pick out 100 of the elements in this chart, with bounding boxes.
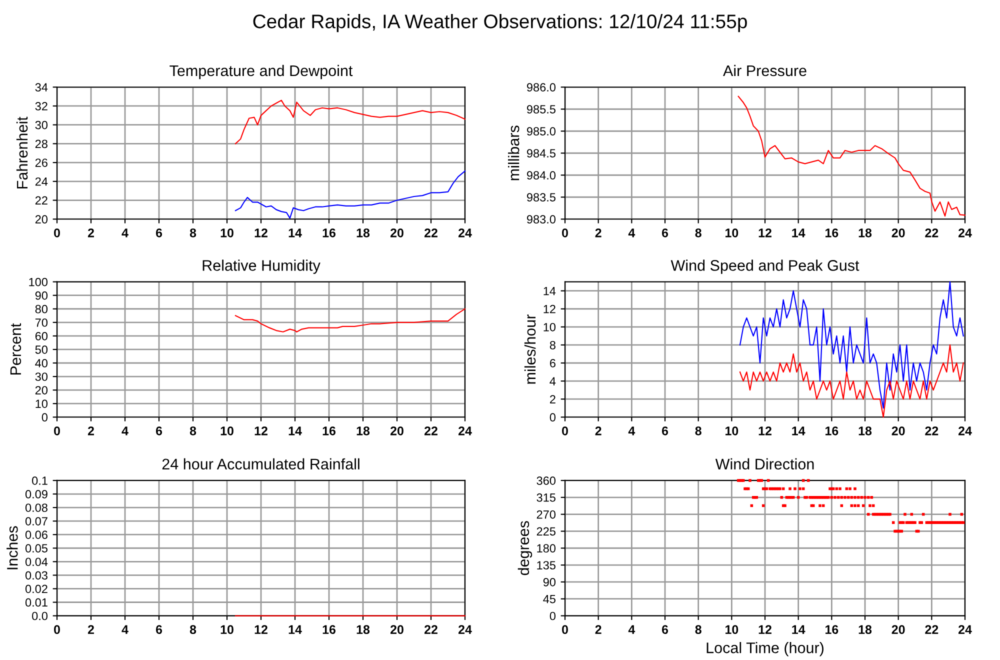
chart-title: Relative Humidity (202, 260, 320, 274)
x-tick-label: 10 (220, 625, 234, 634)
y-tick-label: 32 (35, 102, 48, 110)
x-tick-label: 16 (322, 426, 336, 436)
x-tick-label: 20 (892, 228, 905, 238)
y-tick-label: 0.03 (25, 571, 48, 580)
x-tick-label: 22 (925, 426, 938, 436)
x-tick-label: 12 (254, 228, 268, 238)
x-tick-label: 24 (958, 625, 972, 634)
x-tick-label: 18 (356, 625, 370, 634)
x-tick-label: 6 (662, 426, 668, 436)
chart-title: Wind Speed and Peak Gust (670, 260, 860, 274)
y-axis-title: degrees (518, 521, 532, 576)
y-tick-label: 986.0 (526, 83, 556, 92)
y-tick-label: 60 (35, 332, 48, 340)
x-tick-label: 6 (156, 625, 162, 634)
y-tick-label: 8 (550, 340, 556, 350)
x-tick-label: 22 (424, 625, 438, 634)
x-tick-label: 14 (288, 625, 302, 634)
y-tick-label: 70 (35, 318, 48, 327)
x-tick-label: 2 (88, 228, 94, 238)
x-tick-label: 24 (958, 426, 972, 436)
x-tick-label: 0 (562, 426, 568, 436)
y-tick-label: 14 (544, 286, 556, 296)
x-tick-label: 8 (695, 228, 702, 238)
y-tick-label: 26 (35, 158, 48, 167)
x-tick-label: 10 (220, 426, 234, 436)
chart-title: Wind Direction (715, 458, 814, 470)
x-tick-label: 12 (758, 228, 772, 238)
y-tick-label: 100 (29, 278, 48, 286)
x-tick-label: 22 (925, 625, 938, 634)
y-tick-label: 983.0 (526, 215, 556, 224)
x-tick-label: 14 (288, 228, 302, 238)
y-axis-title: miles/hour (524, 314, 536, 384)
x-tick-label: 14 (792, 228, 806, 238)
y-tick-label: 0.07 (25, 517, 48, 526)
y-tick-label: 4 (550, 377, 556, 386)
y-tick-label: 20 (35, 215, 48, 224)
x-tick-label: 18 (858, 228, 872, 238)
x-tick-label: 12 (254, 426, 268, 436)
x-tick-label: 0 (54, 625, 60, 634)
x-tick-label: 16 (322, 625, 336, 634)
x-tick-label: 4 (628, 228, 636, 238)
x-tick-label: 12 (254, 625, 268, 634)
x-tick-label: 20 (390, 228, 404, 238)
x-tick-label: 16 (826, 625, 838, 634)
x-tick-label: 0 (54, 426, 60, 436)
y-tick-label: 10 (544, 322, 556, 332)
y-tick-label: 984.5 (526, 149, 556, 158)
x-tick-label: 18 (858, 426, 872, 436)
x-tick-label: 6 (662, 228, 668, 238)
y-tick-label: 0.04 (25, 558, 48, 566)
y-tick-label: 360 (536, 476, 556, 485)
y-tick-label: 2 (550, 395, 556, 404)
y-tick-label: 22 (35, 196, 48, 205)
y-tick-label: 315 (536, 493, 556, 502)
x-tick-label: 6 (156, 228, 162, 238)
y-tick-label: 983.5 (526, 193, 556, 202)
y-tick-label: 30 (35, 372, 48, 381)
x-tick-label: 8 (190, 228, 196, 238)
y-tick-label: 45 (543, 595, 556, 604)
line-series (234, 100, 466, 144)
x-tick-label: 10 (726, 426, 738, 436)
y-tick-label: 984.0 (526, 171, 556, 180)
x-tick-label: 2 (88, 426, 94, 436)
text: Cedar Rapids, IA Weather Observations: 12/10/24 11:55p (253, 14, 747, 32)
y-tick-label: 30 (35, 120, 48, 130)
x-tick-label: 14 (792, 426, 806, 436)
line-series (234, 308, 466, 332)
x-tick-label: 18 (356, 426, 370, 436)
y-tick-label: 90 (543, 578, 556, 586)
y-tick-label: 10 (36, 400, 48, 408)
y-tick-label: 40 (35, 359, 48, 368)
y-tick-label: 180 (537, 544, 556, 553)
x-tick-label: 22 (424, 426, 438, 436)
y-tick-label: 0.01 (25, 598, 48, 607)
x-tick-label: 22 (424, 228, 438, 238)
y-axis-title: Fahrenheit (16, 116, 28, 188)
x-tick-label: 24 (458, 426, 472, 436)
line-series (234, 170, 466, 219)
x-tick-label: 12 (758, 625, 772, 634)
x-tick-label: 4 (628, 625, 636, 634)
y-tick-label: 6 (550, 359, 556, 368)
x-tick-label: 24 (458, 228, 472, 238)
x-tick-label: 16 (826, 228, 838, 238)
x-tick-label: 2 (595, 228, 602, 238)
x-tick-label: 4 (628, 426, 636, 436)
chart-title: Temperature and Dewpoint (170, 64, 353, 80)
x-tick-label: 2 (595, 625, 602, 634)
x-tick-label: 8 (190, 625, 196, 634)
x-tick-label: 10 (726, 228, 738, 238)
line-series (739, 344, 964, 418)
y-tick-label: 0.05 (25, 544, 48, 553)
x-tick-label: 10 (220, 228, 234, 238)
y-tick-label: 0.09 (25, 490, 48, 498)
chart-title: 24 hour Accumulated Rainfall (162, 458, 360, 470)
x-tick-label: 18 (858, 625, 872, 634)
x-tick-label: 14 (792, 625, 806, 634)
x-tick-label: 2 (88, 625, 94, 634)
x-tick-label: 16 (322, 228, 336, 238)
